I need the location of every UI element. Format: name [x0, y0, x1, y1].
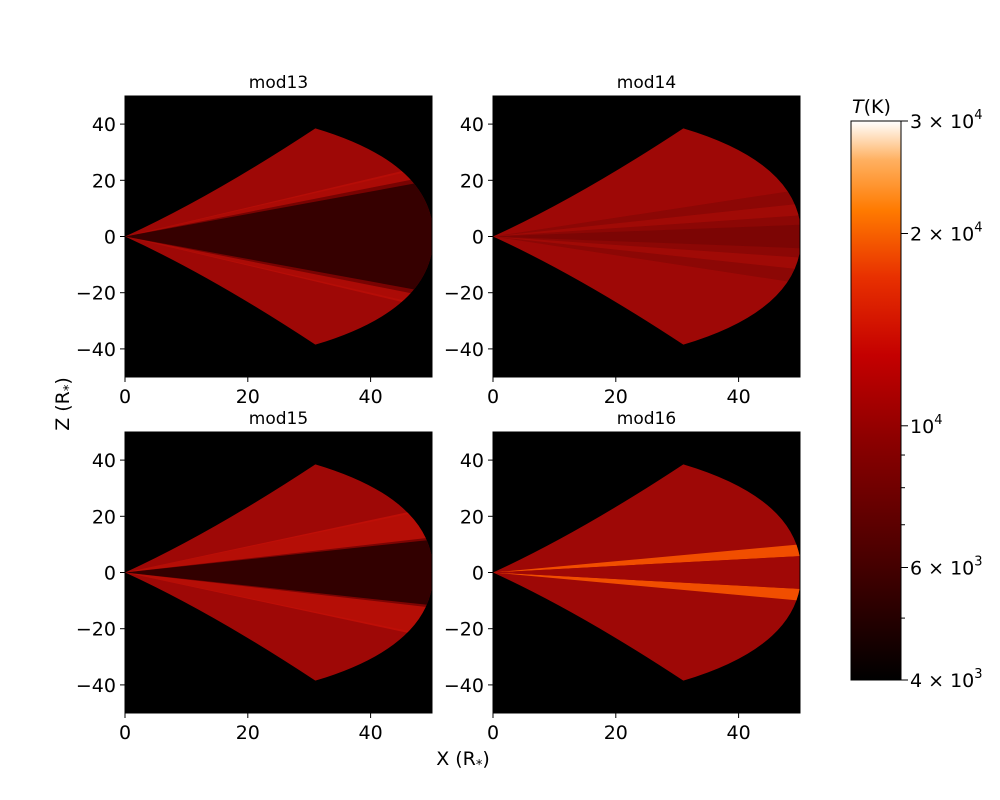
y-tick-label: 40	[460, 114, 484, 136]
x-tick-label: 40	[727, 722, 751, 744]
dark-core	[125, 169, 432, 304]
lower-orange-ray	[493, 572, 800, 607]
upper-orange-ray	[493, 538, 800, 573]
x-tick-label: 20	[236, 386, 260, 408]
x-axis-label: X (R*)	[436, 748, 490, 773]
panel-mod14: mod14 0 20 40 40 20 0 −20 −40	[444, 73, 801, 408]
lower-bright-ray	[125, 572, 432, 652]
panel-title: mod15	[249, 409, 308, 429]
y-tick-label: 20	[460, 506, 484, 528]
upper-ray	[493, 197, 800, 237]
y-tick-label: −40	[76, 675, 116, 697]
colorbar-gradient	[850, 120, 902, 681]
colorbar-tick-label: 104	[910, 413, 942, 438]
y-tick-label: −40	[444, 339, 484, 361]
panel-mod16: mod16 0 20 40 40 20 0 −20 −40	[444, 409, 801, 744]
colorbar: 3 × 104 2 × 104 104 6 × 103 4 × 103 T(K)	[850, 96, 983, 692]
colorbar-label: T(K)	[852, 96, 891, 118]
y-tick-label: −20	[444, 283, 484, 305]
upper-bright-ray	[125, 493, 432, 573]
panels-group: mod13 0 20 40 40 20 0 −20 −40 mod14 0 20 40 40 20 0 −20 −…	[76, 73, 801, 744]
y-tick-label: 0	[104, 227, 116, 249]
colorbar-tick-label: 6 × 103	[910, 555, 983, 580]
y-tick-label: −20	[444, 619, 484, 641]
colorbar-tick-label: 4 × 103	[910, 667, 983, 692]
y-tick-label: −20	[76, 283, 116, 305]
panel-mod13: mod13 0 20 40 40 20 0 −20 −40	[76, 73, 433, 408]
x-tick-label: 0	[119, 386, 131, 408]
panel-title: mod14	[617, 73, 676, 93]
y-tick-label: 20	[460, 170, 484, 192]
y-tick-label: 0	[472, 563, 484, 585]
x-tick-label: 0	[487, 386, 499, 408]
upper-bright-ray	[125, 149, 432, 237]
panel-title: mod16	[617, 409, 676, 429]
x-tick-label: 40	[727, 386, 751, 408]
y-tick-label: 0	[472, 227, 484, 249]
lower-bright-ray	[125, 236, 432, 324]
mid-dark-band	[493, 222, 800, 251]
panel-title: mod13	[249, 73, 308, 93]
y-tick-label: 40	[92, 450, 116, 472]
y-tick-label: 40	[92, 114, 116, 136]
x-tick-label: 0	[487, 722, 499, 744]
colorbar-tick-label: 2 × 104	[910, 220, 983, 245]
x-tick-label: 40	[359, 722, 383, 744]
x-tick-label: 0	[119, 722, 131, 744]
x-tick-label: 40	[359, 386, 383, 408]
colorbar-tick-label: 3 × 104	[910, 108, 983, 133]
mid-band	[493, 552, 800, 593]
x-tick-label: 20	[604, 722, 628, 744]
y-tick-label: 20	[92, 506, 116, 528]
y-axis-label: Z (R*)	[52, 377, 77, 431]
panel-mod15: mod15 0 20 40 40 20 0 −20 −40	[76, 409, 433, 744]
y-tick-label: 20	[92, 170, 116, 192]
y-tick-label: 0	[104, 563, 116, 585]
x-tick-label: 20	[236, 722, 260, 744]
y-tick-label: −40	[76, 339, 116, 361]
dark-core	[125, 533, 432, 612]
y-tick-label: −20	[76, 619, 116, 641]
y-tick-label: 40	[460, 450, 484, 472]
x-tick-label: 20	[604, 386, 628, 408]
y-tick-label: −40	[444, 675, 484, 697]
